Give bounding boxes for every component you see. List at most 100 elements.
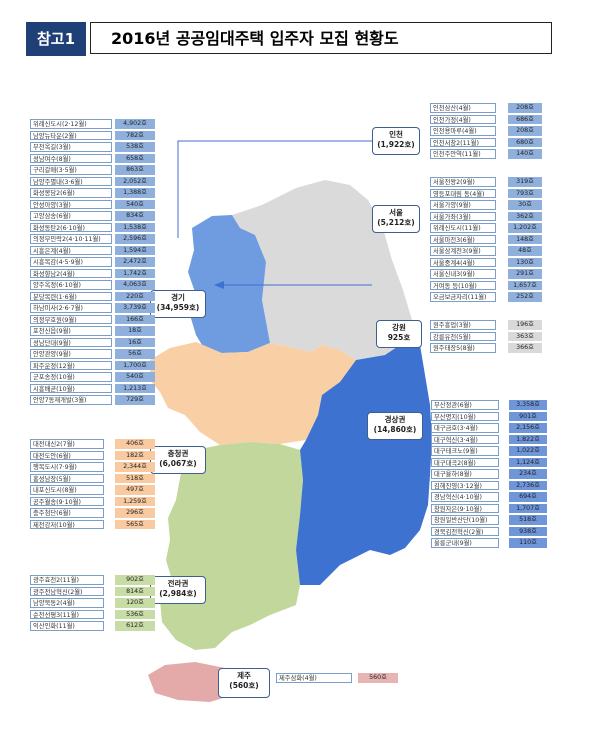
project-units: 1,022호	[509, 446, 547, 456]
gyeonggi-region	[188, 215, 270, 353]
project-name: 대전도안(6월)	[30, 450, 104, 460]
project-units: 366호	[508, 343, 542, 353]
project-name: 순천선평3(11월)	[30, 609, 104, 619]
project-name: 위례신도시(11월)	[430, 223, 496, 233]
project-name: 대전대신2(7월)	[30, 439, 104, 449]
project-units: 518호	[115, 473, 155, 483]
gyeonggi-total: (34,959호)	[156, 303, 200, 312]
label-gyeonggi: 경기 (34,959호)	[150, 290, 206, 318]
project-units: 540호	[115, 372, 155, 382]
project-units: 296호	[115, 508, 155, 518]
project-units: 1,124호	[509, 457, 547, 467]
page-title: 2016년 공공임대주택 입주자 모집 현황도	[90, 22, 552, 54]
project-name: 김해진영(3·12월)	[431, 480, 499, 490]
project-units: 2,344호	[115, 462, 155, 472]
seoul-total: (5,212호)	[377, 218, 415, 227]
project-name: 부산정관(6월)	[431, 400, 499, 410]
project-name: 안양7동재개발(3월)	[30, 395, 112, 405]
jeju-name: 제주	[237, 671, 251, 680]
project-name: 울릉군내(9월)	[431, 538, 499, 548]
project-name: 홍성남장(5월)	[30, 473, 104, 483]
seoul-pointer-arrowhead	[214, 281, 224, 289]
header: 참고1 2016년 공공임대주택 입주자 모집 현황도	[20, 22, 553, 56]
project-name: 원주태장5(8월)	[430, 343, 496, 353]
project-name: 제주삼화(4월)	[276, 673, 352, 683]
project-units: 2,156호	[509, 423, 547, 433]
project-units: 208호	[508, 103, 542, 113]
project-name: 창원자은(9·10월)	[431, 503, 499, 513]
project-units: 901호	[509, 411, 547, 421]
label-jeju: 제주 (560호)	[218, 668, 270, 698]
project-name: 원주흥업(3월)	[430, 320, 496, 330]
project-units: 140호	[508, 149, 542, 159]
project-units: 2,736호	[509, 480, 547, 490]
project-name: 인천삼산(4월)	[430, 103, 496, 113]
seoul-name: 서울	[389, 208, 403, 217]
project-name: 남양북동2(4월)	[30, 598, 104, 608]
project-units: 938호	[509, 526, 547, 536]
project-units: 560호	[358, 673, 398, 683]
project-name: 대구테크노(9월)	[431, 446, 499, 456]
project-name: 의정부민락2(4·10·11월)	[30, 234, 112, 244]
project-name: 시흥은계(4월)	[30, 245, 112, 255]
project-units: 252호	[508, 292, 542, 302]
project-name: 서울마천3(6월)	[430, 234, 496, 244]
gyeongsang-region	[296, 320, 432, 585]
project-units: 2,596호	[115, 234, 155, 244]
project-units: 540호	[115, 199, 155, 209]
project-units: 1,822호	[509, 434, 547, 444]
project-units: 48호	[508, 246, 542, 256]
project-name: 대구혁신(3·4월)	[431, 434, 499, 444]
project-name: 대구대곡2(8월)	[431, 457, 499, 467]
label-gangwon: 강원 925호	[376, 320, 422, 348]
incheon-total: (1,922호)	[377, 140, 415, 149]
project-units: 406호	[115, 439, 155, 449]
project-units: 565호	[115, 519, 155, 529]
project-units: 4,902호	[115, 119, 155, 129]
project-name: 부산명지(10월)	[431, 411, 499, 421]
project-units: 3,739호	[115, 303, 155, 313]
project-units: 694호	[509, 492, 547, 502]
project-units: 130호	[508, 257, 542, 267]
project-name: 부천옥길(3월)	[30, 142, 112, 152]
project-name: 인천서창2(11월)	[430, 137, 496, 147]
jeju-total: (560호)	[229, 681, 259, 690]
project-name: 제천강저(10월)	[30, 519, 104, 529]
project-name: 창원일반산단(10월)	[431, 515, 499, 525]
chungcheong-region	[150, 342, 356, 445]
label-jeolla: 전라권 (2,984호)	[150, 576, 206, 604]
project-name: 남양뉴타운(2월)	[30, 130, 112, 140]
project-units: 1,700호	[115, 360, 155, 370]
project-units: 1,538호	[115, 222, 155, 232]
project-name: 서울천왕2(9월)	[430, 177, 496, 187]
label-seoul: 서울 (5,212호)	[372, 205, 420, 233]
project-name: 성남여수(8월)	[30, 153, 112, 163]
project-name: 분당목련(1·6월)	[30, 291, 112, 301]
project-units: 814호	[115, 586, 155, 596]
project-name: 경남혁신(4·10월)	[431, 492, 499, 502]
project-units: 902호	[115, 575, 155, 585]
project-name: 익산인화(11월)	[30, 621, 104, 631]
incheon-name: 인천	[389, 130, 403, 139]
project-name: 구리갈매(3·5월)	[30, 165, 112, 175]
project-units: 1,259호	[115, 496, 155, 506]
project-name: 강릉유천(5월)	[430, 331, 496, 341]
gangwon-region	[232, 180, 412, 360]
project-name: 안양관양(9월)	[30, 349, 112, 359]
project-units: 196호	[508, 320, 542, 330]
reference-tag: 참고1	[26, 22, 86, 56]
project-units: 538호	[115, 142, 155, 152]
project-units: 686호	[508, 114, 542, 124]
project-name: 서울삼계천3(9월)	[430, 246, 496, 256]
project-units: 863호	[115, 165, 155, 175]
project-name: 인천가정(4월)	[430, 114, 496, 124]
project-units: 3,358호	[509, 400, 547, 410]
project-units: 1,594호	[115, 245, 155, 255]
project-units: 793호	[508, 188, 542, 198]
project-name: 하남미사(2·6·7월)	[30, 303, 112, 313]
project-name: 성남단대(9월)	[30, 337, 112, 347]
project-name: 파주운정(12월)	[30, 360, 112, 370]
project-name: 안성아양(3월)	[30, 199, 112, 209]
project-name: 서울신내3(9월)	[430, 269, 496, 279]
label-chungcheong: 충청권 (6,067호)	[150, 446, 206, 474]
